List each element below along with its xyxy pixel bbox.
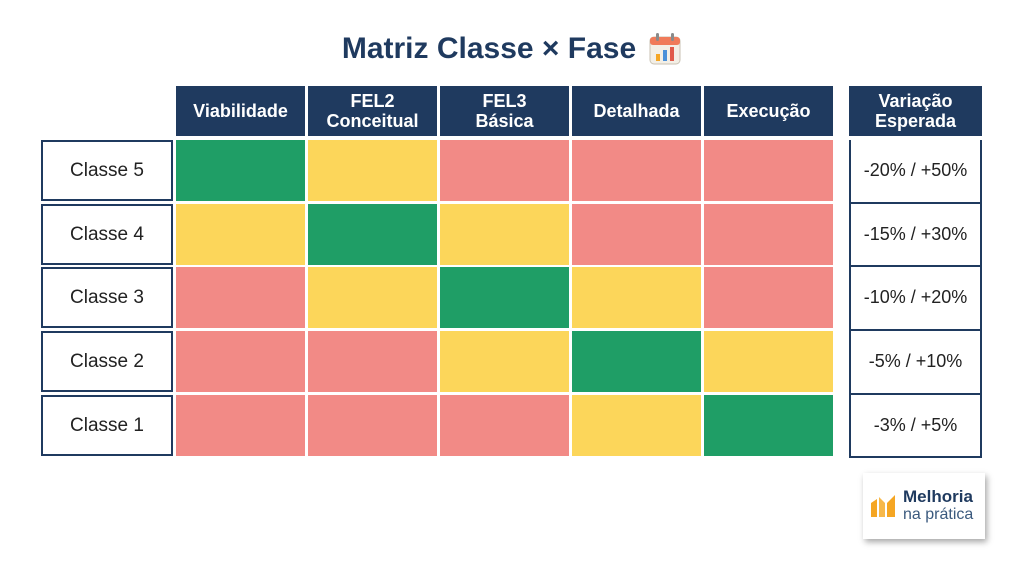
heatmap-cell xyxy=(572,331,701,392)
column-header: Execução xyxy=(704,86,833,136)
heatmap-cell xyxy=(704,395,833,456)
heatmap-cell xyxy=(572,140,701,201)
heatmap-cell xyxy=(308,267,437,328)
heatmap-cell xyxy=(176,204,305,265)
row-label: Classe 5 xyxy=(41,140,173,201)
variation-header: Variação Esperada xyxy=(849,86,982,136)
row-label: Classe 2 xyxy=(41,331,173,392)
row-label: Classe 4 xyxy=(41,204,173,265)
heatmap-cell xyxy=(572,204,701,265)
heatmap-cell xyxy=(176,267,305,328)
variation-value: -20% / +50% xyxy=(863,160,968,180)
heatmap-cell xyxy=(440,267,569,328)
heatmap-cell xyxy=(704,267,833,328)
heatmap-cell xyxy=(440,140,569,201)
heatmap-cell xyxy=(440,395,569,456)
heatmap-cell xyxy=(308,395,437,456)
heatmap-cell xyxy=(308,331,437,392)
title-text: Matriz Classe × Fase xyxy=(341,32,637,65)
variation-column xyxy=(849,140,982,458)
logo-line-1: Melhoria xyxy=(903,487,973,506)
heatmap-cell xyxy=(440,331,569,392)
chart-title: Matriz Classe × Fase xyxy=(0,32,1024,66)
variation-value: -5% / +10% xyxy=(868,351,963,371)
heatmap-cell xyxy=(440,204,569,265)
column-header: Detalhada xyxy=(572,86,701,136)
heatmap-cell xyxy=(308,140,437,201)
heatmap-cell xyxy=(704,140,833,201)
variation-separator xyxy=(849,265,982,267)
bar-chart-logo-icon xyxy=(871,495,895,517)
variation-separator xyxy=(849,329,982,331)
variation-separator xyxy=(849,202,982,204)
heatmap-cell xyxy=(308,204,437,265)
row-label: Classe 1 xyxy=(41,395,173,456)
heatmap-cell xyxy=(704,331,833,392)
heatmap-cell xyxy=(176,331,305,392)
brand-logo: Melhoria na prática xyxy=(863,473,985,539)
heatmap-cell xyxy=(572,267,701,328)
calendar-chart-icon xyxy=(649,33,681,65)
logo-line-2: na prática xyxy=(903,506,974,523)
column-header: FEL3 Básica xyxy=(440,86,569,136)
row-label: Classe 3 xyxy=(41,267,173,328)
heatmap-cell xyxy=(176,395,305,456)
heatmap-cell xyxy=(704,204,833,265)
column-header: Viabilidade xyxy=(176,86,305,136)
heatmap-cell xyxy=(176,140,305,201)
variation-value: -15% / +30% xyxy=(863,224,968,244)
column-header: FEL2 Conceitual xyxy=(308,86,437,136)
variation-value: -10% / +20% xyxy=(863,287,968,307)
variation-separator xyxy=(849,393,982,395)
variation-value: -3% / +5% xyxy=(873,415,958,435)
heatmap-cell xyxy=(572,395,701,456)
